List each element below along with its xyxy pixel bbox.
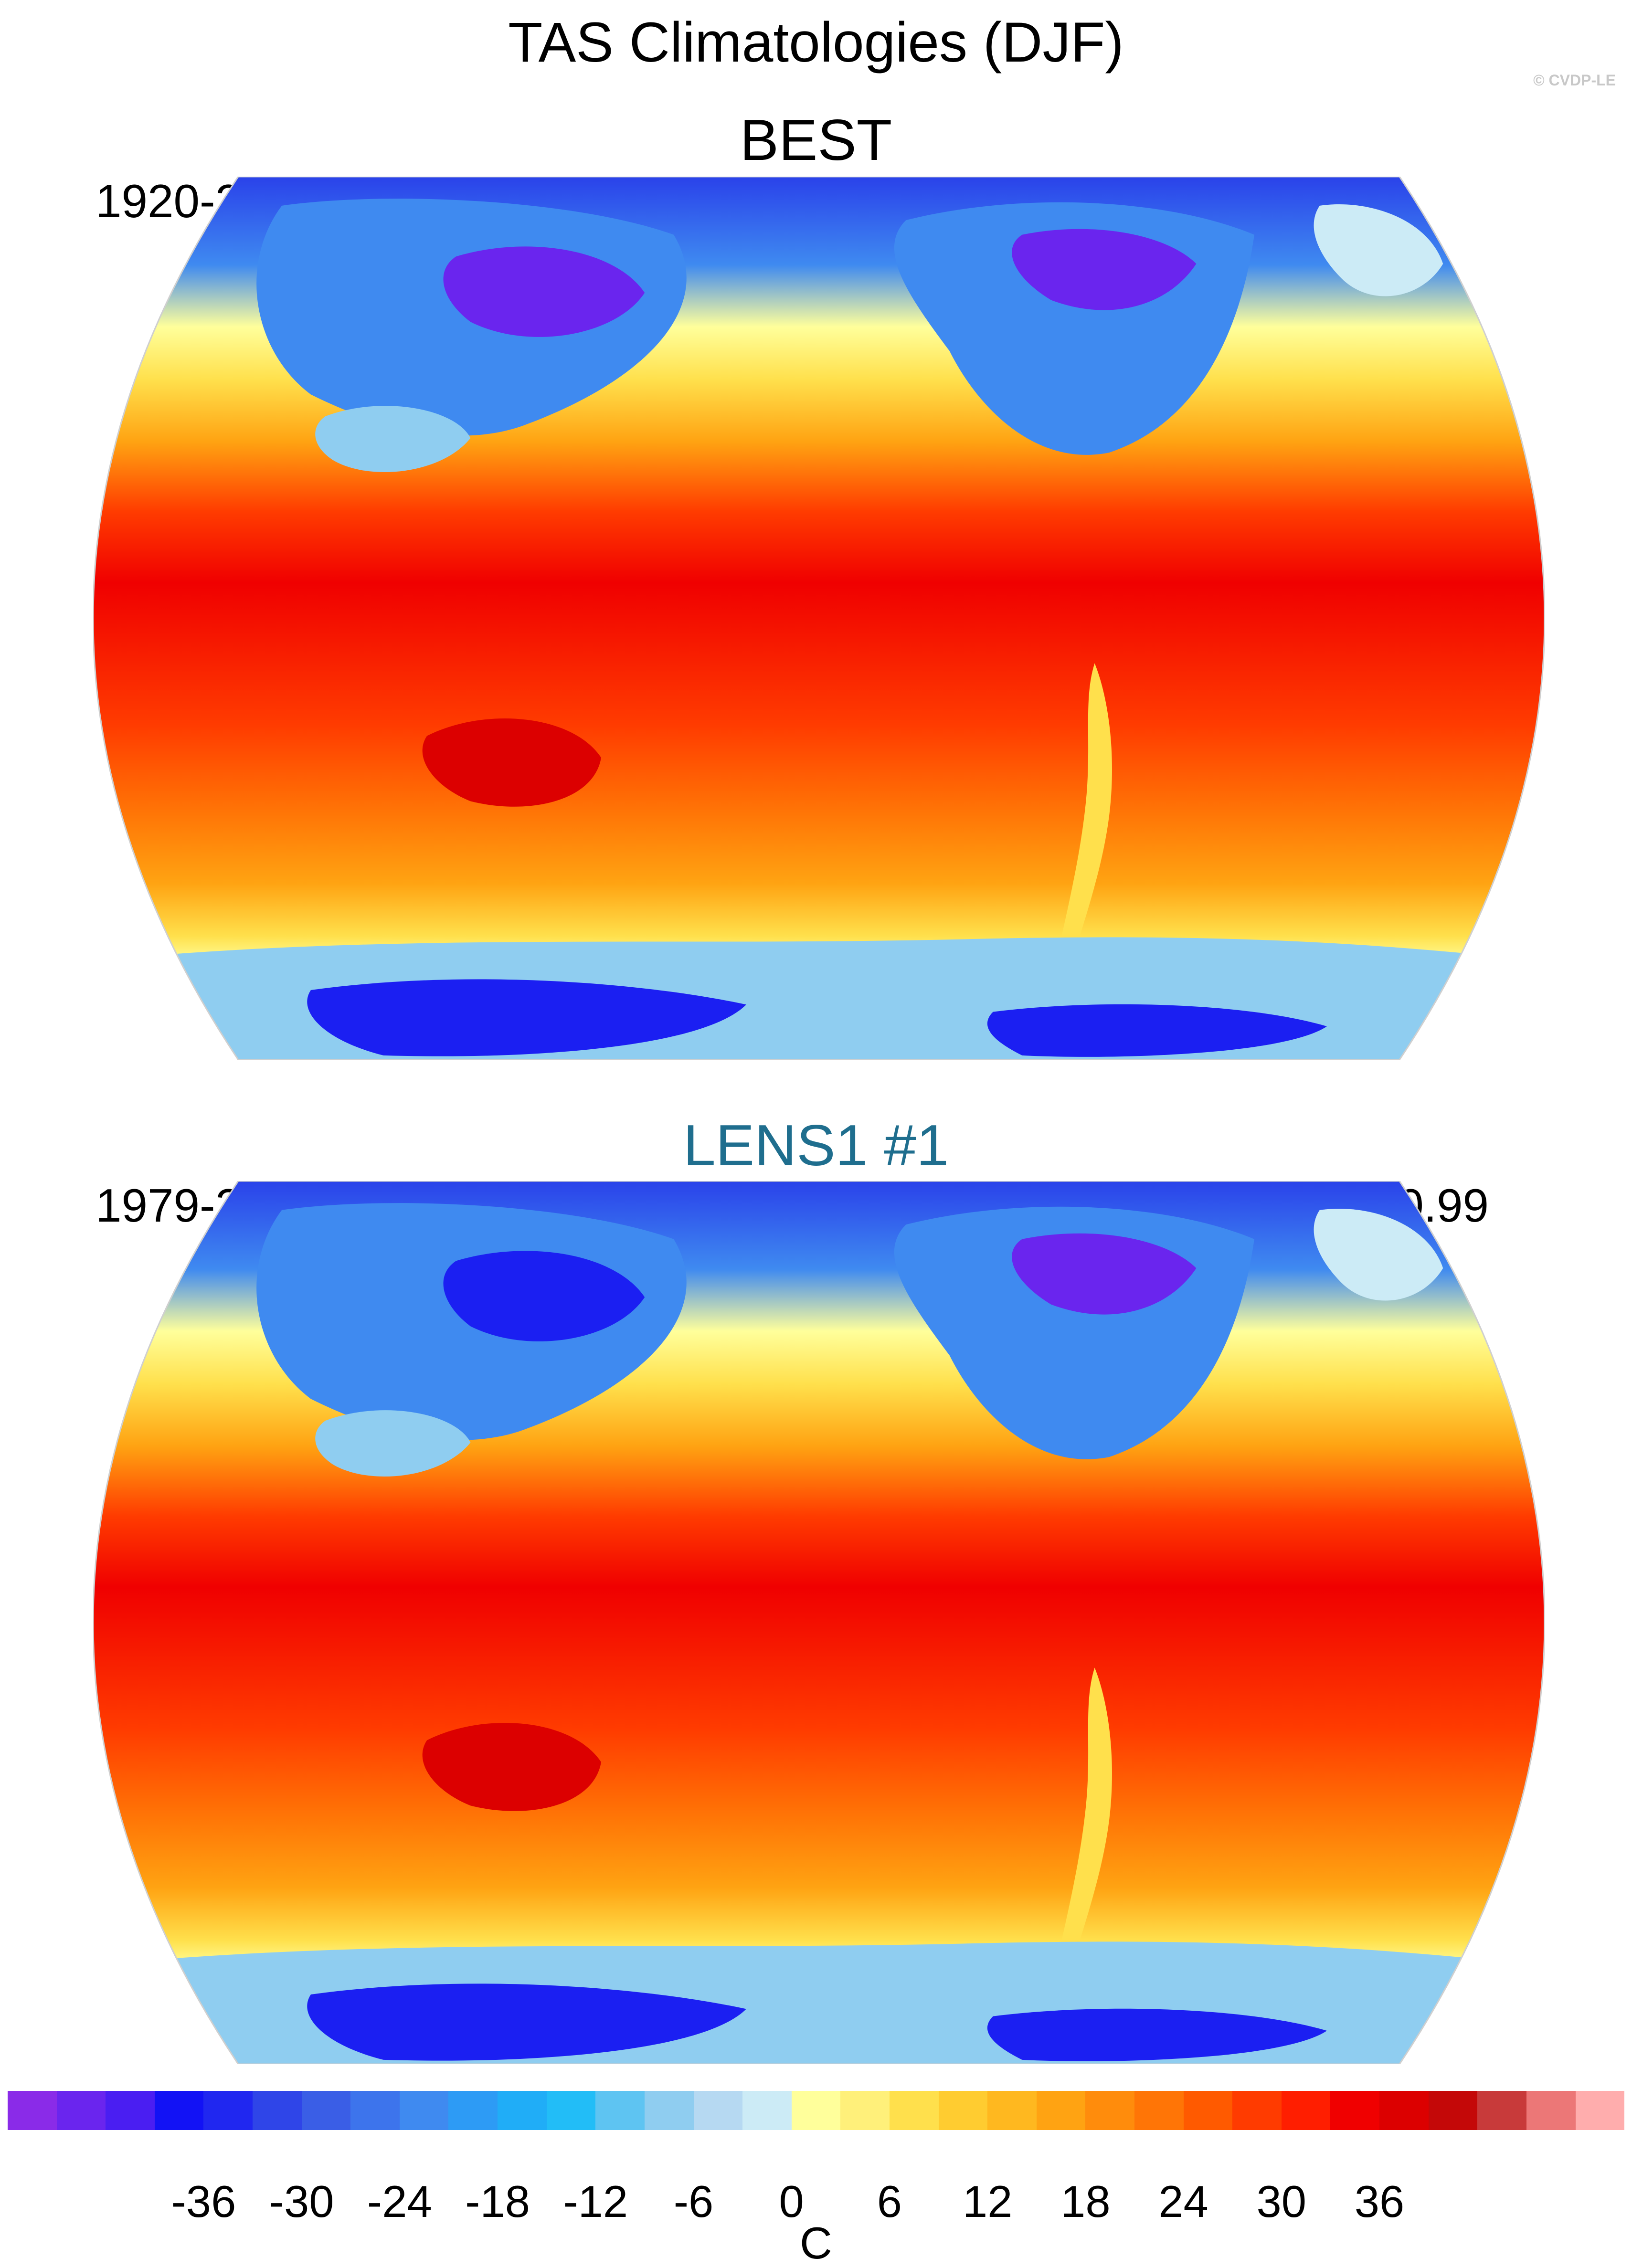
antarctica-east-ice	[307, 1983, 746, 2061]
colorbar-tick-label: -18	[465, 2176, 530, 2226]
colorbar-swatch	[203, 2091, 253, 2130]
canadian-arctic-core	[1012, 1233, 1197, 1315]
panel-title-best: BEST	[740, 107, 892, 172]
colorbar-tick-label: -12	[563, 2176, 628, 2226]
main-title: TAS Climatologies (DJF)	[508, 11, 1124, 74]
colorbar-swatch	[253, 2091, 302, 2130]
andes-cool-stripe	[1051, 663, 1112, 983]
copyright-label: © CVDP-LE	[1533, 72, 1616, 89]
colorbar	[8, 2091, 1625, 2130]
panel-title-lens1: LENS1 #1	[683, 1113, 949, 1178]
tibet-cold-spot	[315, 406, 471, 473]
colorbar-swatch	[301, 2091, 351, 2130]
colorbar-swatch	[840, 2091, 890, 2130]
canadian-arctic-core	[1012, 229, 1197, 310]
map-outline	[93, 1181, 1545, 2064]
colorbar-tick-labels: -36 -30 -24 -18 -12 -6 0 6 12 18 24 30 36	[0, 2176, 1632, 2226]
colorbar-swatch	[1575, 2091, 1625, 2130]
colorbar-swatch	[1330, 2091, 1380, 2130]
map-panel-lens1	[93, 1181, 1545, 2064]
map-outline	[93, 177, 1545, 1060]
colorbar-swatch	[56, 2091, 106, 2130]
colorbar-swatch	[1428, 2091, 1478, 2130]
greenland	[1314, 1208, 1443, 1301]
colorbar-swatch	[791, 2091, 841, 2130]
siberia-cold-core	[443, 1251, 645, 1341]
siberia-cold-core	[443, 246, 645, 337]
colorbar-tick-label: -36	[171, 2176, 236, 2226]
colorbar-swatch	[1526, 2091, 1576, 2130]
colorbar-tick-label: 30	[1256, 2176, 1307, 2226]
colorbar-tick-label: 12	[962, 2176, 1013, 2226]
colorbar-tick-label: 24	[1158, 2176, 1208, 2226]
colorbar-tick-label: 36	[1354, 2176, 1405, 2226]
antarctica-east-ice	[307, 979, 746, 1056]
colorbar-tick-label: 6	[877, 2176, 902, 2226]
colorbar-tick-label: -6	[673, 2176, 714, 2226]
colorbar-unit: C	[800, 2218, 832, 2268]
colorbar-swatch	[399, 2091, 449, 2130]
colorbar-swatch	[546, 2091, 596, 2130]
colorbar-swatch	[742, 2091, 792, 2130]
colorbar-swatch	[106, 2091, 155, 2130]
map-panel-best	[93, 177, 1545, 1060]
antarctica-west-ice	[987, 2008, 1327, 2061]
projected-map	[93, 177, 1545, 1060]
colorbar-swatch	[8, 2091, 57, 2130]
colorbar-swatch	[1085, 2091, 1135, 2130]
australia-hot-region	[422, 1722, 601, 1811]
colorbar-swatch	[448, 2091, 498, 2130]
colorbar-swatch	[350, 2091, 400, 2130]
projected-map	[93, 1181, 1545, 2064]
colorbar-swatch	[1281, 2091, 1331, 2130]
colorbar-swatch	[154, 2091, 204, 2130]
colorbar-swatch	[1232, 2091, 1282, 2130]
tibet-cold-spot	[315, 1410, 471, 1477]
antarctica-west-ice	[987, 1004, 1327, 1057]
colorbar-swatch	[595, 2091, 645, 2130]
colorbar-tick-label: -24	[367, 2176, 432, 2226]
colorbar-swatch	[693, 2091, 743, 2130]
colorbar-swatch	[889, 2091, 939, 2130]
colorbar-swatch	[1379, 2091, 1429, 2130]
andes-cool-stripe	[1051, 1667, 1112, 1987]
colorbar-swatch	[498, 2091, 547, 2130]
colorbar-tick-label: -30	[269, 2176, 334, 2226]
colorbar-swatch	[1134, 2091, 1184, 2130]
colorbar-swatch	[1183, 2091, 1233, 2130]
colorbar-swatch	[938, 2091, 988, 2130]
australia-hot-region	[422, 718, 601, 807]
colorbar-swatch	[1036, 2091, 1086, 2130]
colorbar-tick-label: 18	[1060, 2176, 1111, 2226]
colorbar-swatch	[1477, 2091, 1526, 2130]
colorbar-tick-label: 0	[779, 2176, 804, 2226]
greenland	[1314, 204, 1443, 296]
colorbar-swatch	[987, 2091, 1037, 2130]
colorbar-swatch	[644, 2091, 694, 2130]
